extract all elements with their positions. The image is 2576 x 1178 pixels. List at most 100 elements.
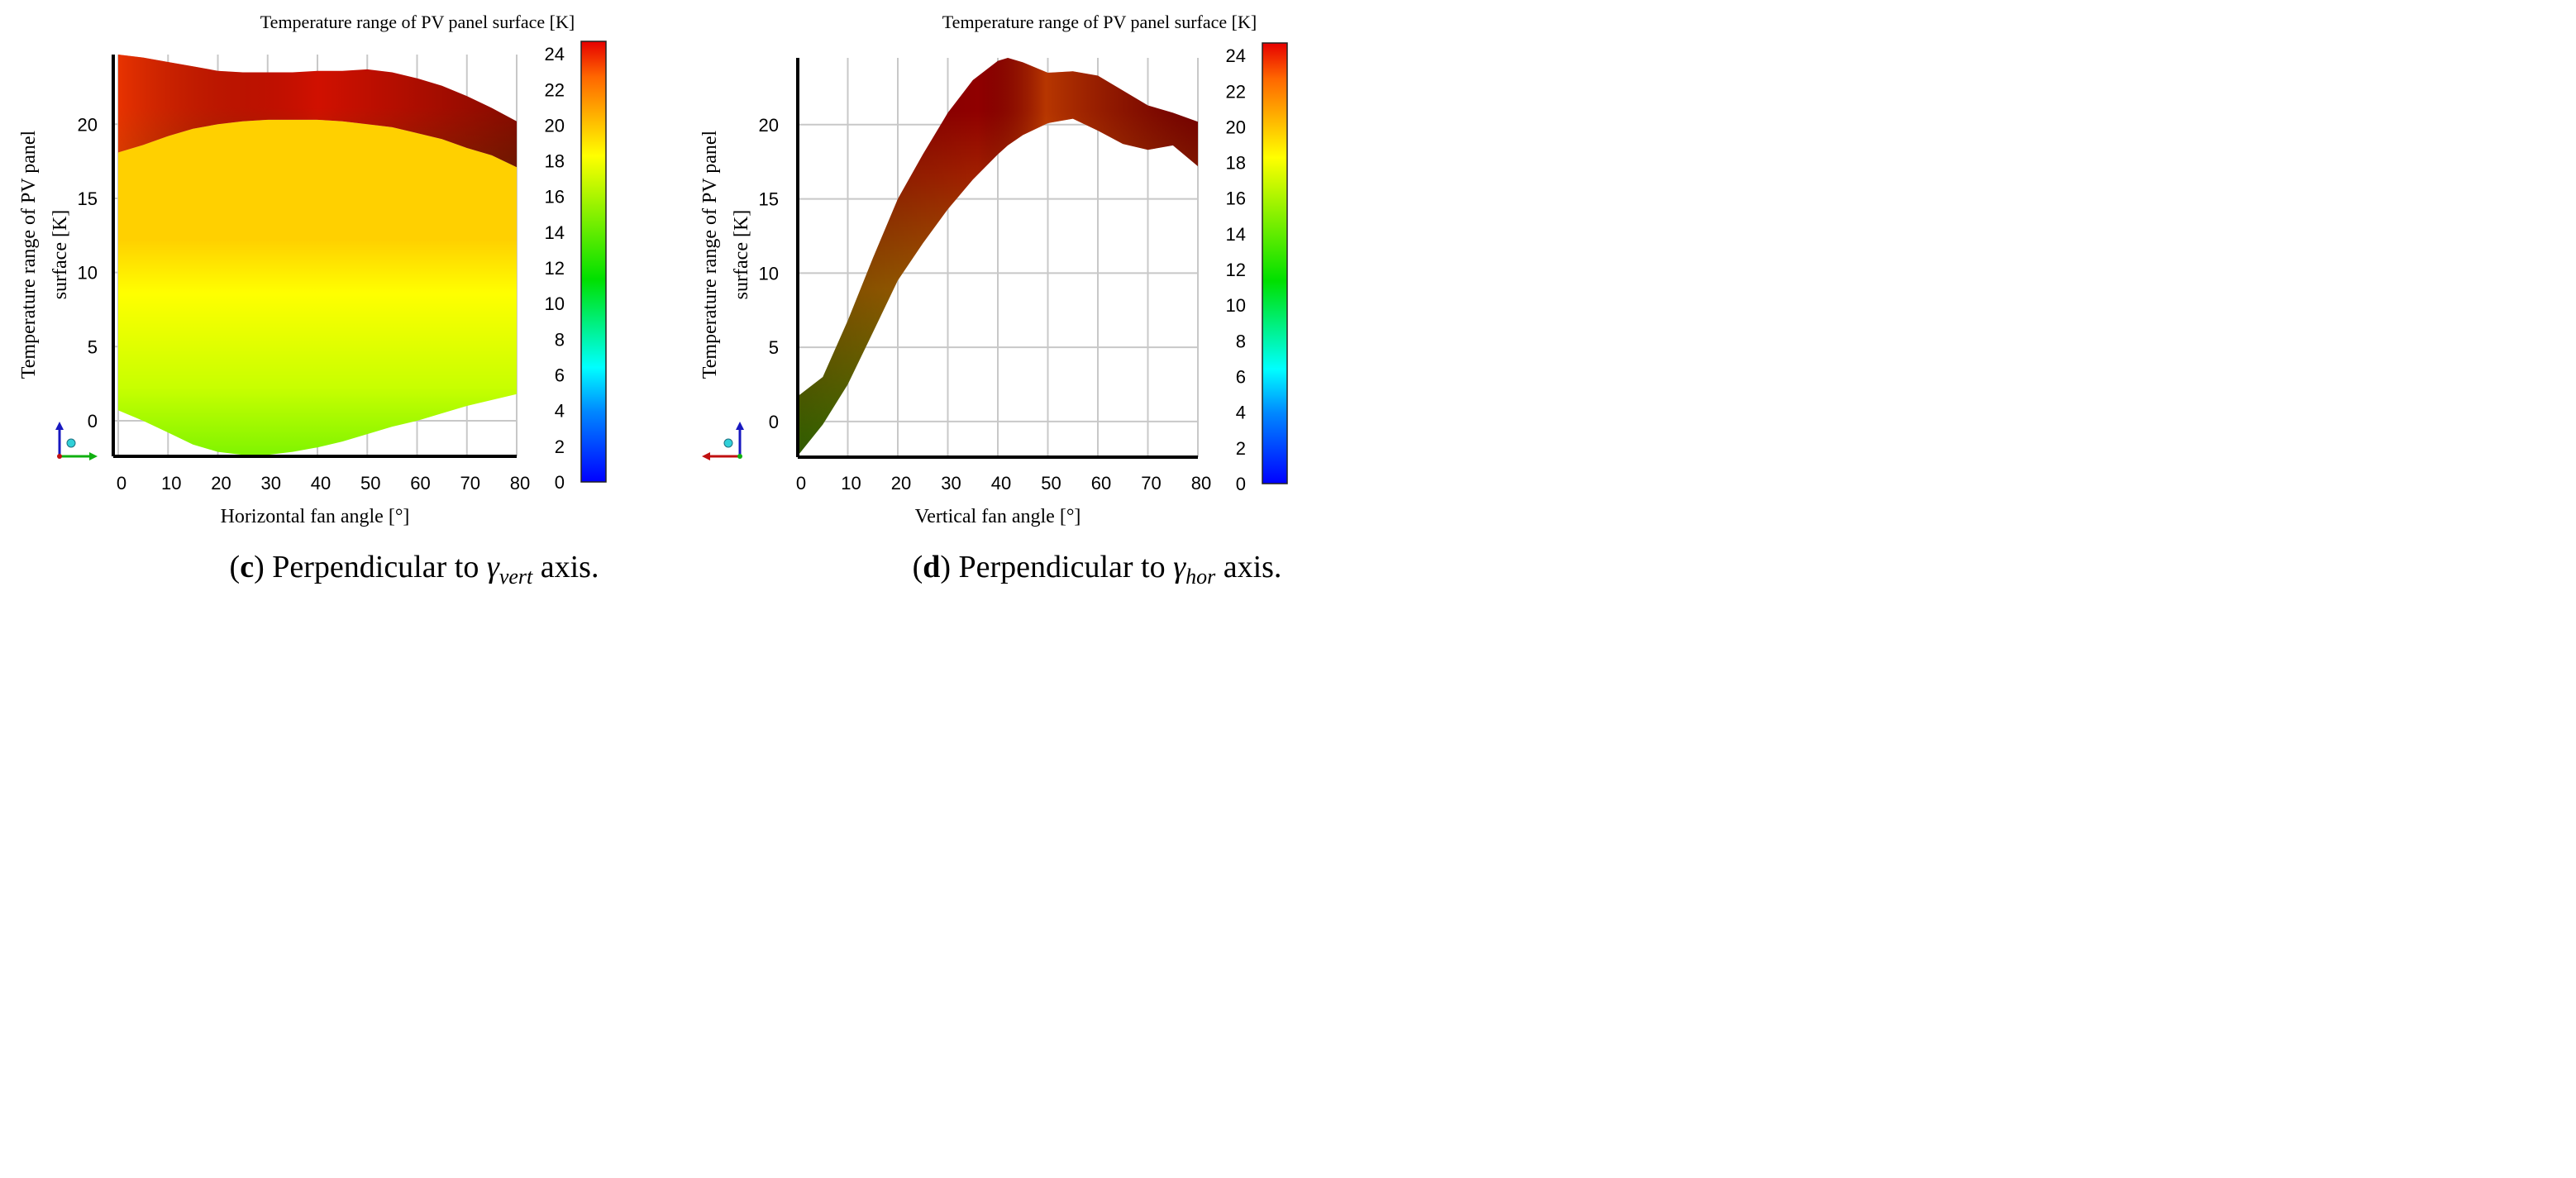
y-tick-label: 5 [88,336,98,357]
caption-part: γ [487,550,500,584]
colorbar-tick-label: 16 [545,187,565,207]
colorbar-tick-label: 18 [1226,153,1246,174]
orientation-origin-marker [66,438,76,448]
orientation-origin-dot [737,454,742,459]
y-tick-label: 10 [78,263,98,284]
y-tick-label: 0 [88,411,98,432]
surface-top-shading [118,55,517,168]
x-tick-label: 40 [311,473,331,494]
caption-part: axis. [532,550,599,584]
colorbar-tick-label: 10 [1226,295,1246,316]
x-tick-label: 50 [360,473,380,494]
surface-group [798,58,1198,456]
y-tick-label: 15 [78,188,98,209]
y-tick-label: 20 [759,115,779,136]
colorbar-tick-label: 0 [1236,474,1246,494]
colorbar-tick-label: 20 [545,115,565,136]
x-axis-label: Vertical fan angle [°] [915,506,1081,527]
colorbar-tick-label: 22 [1226,81,1246,102]
caption-part: c [240,550,254,584]
x-tick-label: 30 [261,473,281,494]
colorbar-tick-label: 14 [545,222,565,243]
x-tick-label: 20 [891,473,911,494]
orientation-h-arrow [89,452,98,460]
x-tick-label: 80 [1191,473,1211,494]
colorbar-tick-label: 10 [545,293,565,314]
y-axis-label: Temperature range of PV panel surface [K] [18,130,71,379]
x-tick-label: 60 [410,473,430,494]
x-tick-label: 30 [941,473,961,494]
y-tick-label: 10 [759,263,779,284]
caption-part: d [923,550,940,584]
colorbar-tick-label: 20 [1226,117,1246,137]
x-tick-label: 10 [161,473,181,494]
caption-part: ) [254,550,272,584]
caption-part: Perpendicular to [959,550,1174,584]
panel-caption: (c) Perpendicular to γvert axis. [230,550,599,589]
colorbar-tick-label: 6 [1236,367,1246,388]
caption-part: γ [1173,550,1186,584]
y-axis-label-line2: surface [K] [50,210,71,300]
y-tick-label: 5 [769,337,779,358]
colorbar-tick-label: 2 [555,436,565,457]
caption-part: vert [499,565,533,589]
panel-c: Temperature range of PV panel surface [K… [18,12,607,589]
colorbar-tick-label: 8 [1236,331,1246,351]
orientation-z-arrow [736,422,744,430]
orientation-origin-dot [57,454,62,459]
y-axis-label-line1: Temperature range of PV panel [699,130,721,379]
colorbar-tick-label: 4 [555,401,565,422]
caption-part: Perpendicular to [272,550,487,584]
colorbar-tick-label: 8 [555,329,565,350]
y-tick-label: 0 [769,412,779,432]
colorbar-tick-label: 12 [1226,260,1246,280]
orientation-z-arrow [55,422,64,430]
x-tick-label: 0 [796,473,806,494]
colorbar-tick-label: 4 [1236,403,1246,423]
colorbar-tick-label: 16 [1226,188,1246,209]
x-tick-label: 60 [1091,473,1111,494]
y-tick-label: 15 [759,189,779,210]
x-tick-label: 20 [211,473,231,494]
panel-d: Temperature range of PV panel surface [K… [699,12,1288,589]
colorbar-tick-label: 24 [545,44,565,64]
y-tick-label: 20 [78,114,98,135]
y-axis-label: Temperature range of PV panel surface [K] [699,130,752,379]
caption-part: ( [230,550,241,584]
colorbar-tick-label: 22 [545,79,565,100]
x-tick-label: 10 [841,473,861,494]
colorbar-tick-label: 2 [1236,438,1246,459]
chart-title: Temperature range of PV panel surface [K… [260,12,575,32]
surface-front [118,119,517,455]
y-axis-label-line2: surface [K] [731,210,752,300]
orientation-h-arrow [702,452,710,460]
orientation-origin-marker [723,438,733,448]
colorbar-tick-label: 0 [555,472,565,493]
y-axis-label-line1: Temperature range of PV panel [18,130,40,379]
orientation-axes-icon [55,422,98,460]
colorbar-tick-label: 18 [545,151,565,172]
caption-part: ) [940,550,958,584]
x-tick-label: 70 [460,473,480,494]
x-tick-label: 0 [117,473,126,494]
chart-title: Temperature range of PV panel surface [K… [942,12,1257,32]
caption-part: ( [913,550,923,584]
colorbar-tick-label: 6 [555,365,565,386]
x-tick-label: 80 [510,473,530,494]
orientation-axes-icon [702,422,744,460]
colorbar-tick-label: 14 [1226,224,1246,245]
x-tick-label: 40 [991,473,1011,494]
colorbar-tick-label: 12 [545,258,565,279]
caption-part: axis. [1215,550,1281,584]
surface-group [118,55,517,455]
x-tick-label: 70 [1141,473,1161,494]
caption-part: hor [1185,565,1216,589]
colorbar-gradient [580,41,607,483]
colorbar-tick-label: 24 [1226,45,1246,66]
surface-ridge-shading [798,58,1198,456]
x-axis-label: Horizontal fan angle [°] [221,506,410,527]
x-tick-label: 50 [1041,473,1061,494]
